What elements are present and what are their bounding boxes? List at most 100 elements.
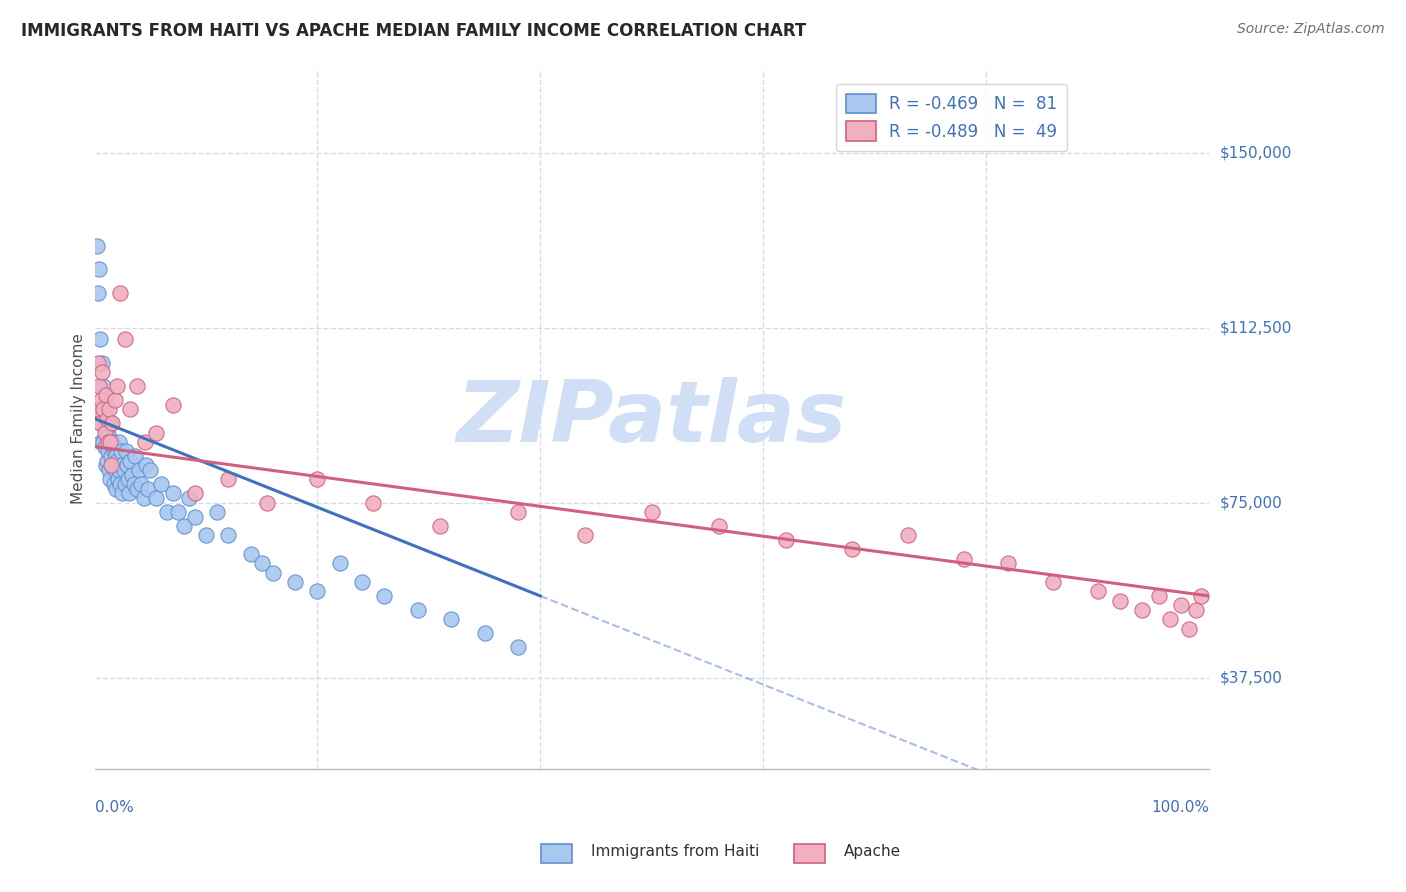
- Text: IMMIGRANTS FROM HAITI VS APACHE MEDIAN FAMILY INCOME CORRELATION CHART: IMMIGRANTS FROM HAITI VS APACHE MEDIAN F…: [21, 22, 806, 40]
- Point: [98, 472, 121, 486]
- Point: [104, 449, 127, 463]
- Point: [352, 574, 374, 589]
- Point: [98, 434, 121, 449]
- Point: [131, 477, 153, 491]
- Point: [104, 463, 127, 477]
- Point: [114, 332, 136, 346]
- Point: [86, 402, 108, 417]
- Point: [205, 505, 228, 519]
- Point: [98, 463, 121, 477]
- Point: [114, 477, 136, 491]
- Point: [87, 379, 110, 393]
- Point: [1147, 589, 1170, 603]
- Point: [262, 566, 284, 580]
- Point: [105, 379, 128, 393]
- Point: [100, 449, 122, 463]
- Point: [1130, 603, 1153, 617]
- Text: $75,000: $75,000: [1220, 495, 1282, 510]
- Point: [89, 416, 111, 430]
- Point: [96, 411, 118, 425]
- Point: [93, 434, 115, 449]
- Point: [134, 434, 156, 449]
- Point: [217, 528, 239, 542]
- Point: [94, 458, 117, 473]
- Point: [775, 533, 797, 547]
- Point: [115, 458, 138, 473]
- Point: [114, 444, 136, 458]
- Point: [98, 402, 121, 417]
- Point: [574, 528, 596, 542]
- Point: [101, 458, 124, 473]
- Point: [97, 434, 120, 449]
- Point: [101, 416, 124, 430]
- Point: [87, 262, 110, 277]
- Point: [124, 449, 146, 463]
- Point: [162, 398, 184, 412]
- Point: [90, 392, 112, 407]
- Point: [103, 444, 125, 458]
- Point: [125, 379, 148, 393]
- Point: [1042, 574, 1064, 589]
- Point: [1178, 622, 1201, 636]
- Point: [125, 482, 148, 496]
- Point: [117, 472, 139, 486]
- Point: [100, 458, 122, 473]
- Point: [307, 584, 329, 599]
- Point: [87, 285, 110, 300]
- Point: [1087, 584, 1109, 599]
- Point: [108, 463, 131, 477]
- Point: [98, 430, 121, 444]
- Point: [1159, 612, 1181, 626]
- Point: [105, 453, 128, 467]
- Point: [1189, 589, 1212, 603]
- Point: [91, 407, 114, 421]
- Point: [239, 547, 262, 561]
- Point: [128, 463, 150, 477]
- Point: [90, 434, 112, 449]
- Point: [110, 444, 132, 458]
- Point: [101, 434, 124, 449]
- Point: [307, 472, 329, 486]
- Point: [122, 477, 145, 491]
- Point: [89, 332, 111, 346]
- Point: [167, 505, 190, 519]
- Point: [108, 285, 131, 300]
- Text: 100.0%: 100.0%: [1152, 800, 1209, 815]
- Point: [136, 482, 159, 496]
- Point: [94, 388, 117, 402]
- Point: [162, 486, 184, 500]
- Point: [329, 556, 352, 570]
- Point: [132, 491, 155, 505]
- Point: [841, 542, 863, 557]
- Point: [897, 528, 920, 542]
- Point: [104, 440, 127, 454]
- Point: [93, 402, 115, 417]
- Point: [97, 416, 120, 430]
- Text: Immigrants from Haiti: Immigrants from Haiti: [591, 845, 759, 859]
- Point: [250, 556, 273, 570]
- Point: [121, 467, 143, 482]
- Point: [104, 392, 127, 407]
- Point: [139, 463, 162, 477]
- Point: [118, 486, 141, 500]
- Legend: R = -0.469   N =  81, R = -0.489   N =  49: R = -0.469 N = 81, R = -0.489 N = 49: [835, 84, 1067, 151]
- Point: [474, 626, 496, 640]
- Text: Source: ZipAtlas.com: Source: ZipAtlas.com: [1237, 22, 1385, 37]
- Point: [145, 491, 167, 505]
- Point: [361, 495, 384, 509]
- Point: [93, 379, 115, 393]
- Point: [373, 589, 395, 603]
- Point: [256, 495, 278, 509]
- Point: [1109, 593, 1132, 607]
- Point: [1170, 599, 1192, 613]
- Point: [284, 574, 307, 589]
- Point: [89, 402, 111, 417]
- Point: [429, 519, 451, 533]
- Point: [108, 434, 131, 449]
- Point: [173, 519, 195, 533]
- Point: [104, 482, 127, 496]
- Point: [112, 463, 135, 477]
- Point: [217, 472, 239, 486]
- Point: [87, 355, 110, 369]
- Point: [103, 477, 125, 491]
